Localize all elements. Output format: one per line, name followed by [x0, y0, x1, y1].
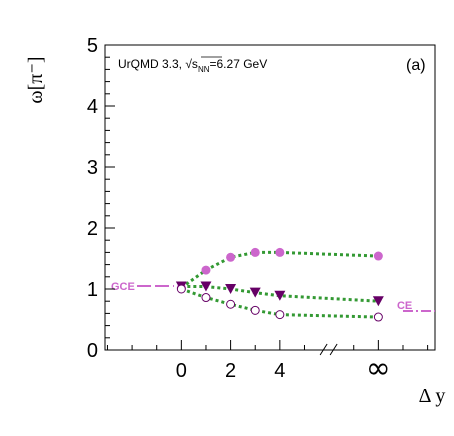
- reference-label: CE: [397, 300, 412, 312]
- y-tick-label: 3: [87, 157, 98, 179]
- data-point: [225, 284, 237, 294]
- data-point: [249, 287, 261, 298]
- data-point: [226, 299, 236, 309]
- fit-curves: [180, 250, 379, 319]
- x-axis-title: Δ y: [419, 385, 446, 407]
- fit-curve: [181, 285, 379, 303]
- break-slash: [319, 343, 328, 356]
- y-tick-label: 0: [87, 340, 98, 362]
- y-axis: 0 1 2 3 4 5: [87, 35, 115, 362]
- fit-curve: [180, 250, 379, 289]
- data-point: [201, 265, 211, 275]
- data-point: [250, 247, 260, 257]
- data-point: [274, 290, 286, 301]
- annotation: UrQMD 3.3, √sNN=6.27 GeV: [118, 57, 267, 74]
- y-tick-label: 2: [87, 218, 98, 240]
- break-slash: [329, 343, 338, 356]
- data-point: [201, 293, 211, 303]
- x-tick-label: 2: [225, 360, 236, 382]
- y-axis-title: ω[π⁻]: [25, 56, 47, 103]
- panel-label: (a): [406, 57, 426, 74]
- x-axis: 0 2 4 ∞: [106, 340, 429, 386]
- reference-label: GCE: [111, 281, 135, 293]
- reference-lines: GCE CE: [111, 281, 435, 312]
- axis-break: [319, 343, 338, 356]
- data-point: [176, 284, 186, 294]
- y-tick-label: 5: [87, 35, 98, 57]
- data-points: [175, 247, 384, 322]
- data-point: [275, 247, 285, 257]
- y-tick-label: 4: [87, 96, 98, 118]
- x-tick-label: 4: [274, 360, 285, 382]
- y-tick-label: 1: [87, 279, 98, 301]
- data-point: [250, 305, 260, 315]
- x-tick-label: 0: [176, 360, 187, 382]
- infinity-tick-label: ∞: [366, 351, 391, 386]
- data-point: [372, 296, 384, 307]
- data-point: [373, 251, 383, 261]
- data-point: [200, 281, 212, 292]
- data-point: [226, 252, 236, 262]
- data-point: [373, 312, 383, 322]
- data-point: [275, 310, 285, 320]
- plot-frame: [104, 44, 436, 351]
